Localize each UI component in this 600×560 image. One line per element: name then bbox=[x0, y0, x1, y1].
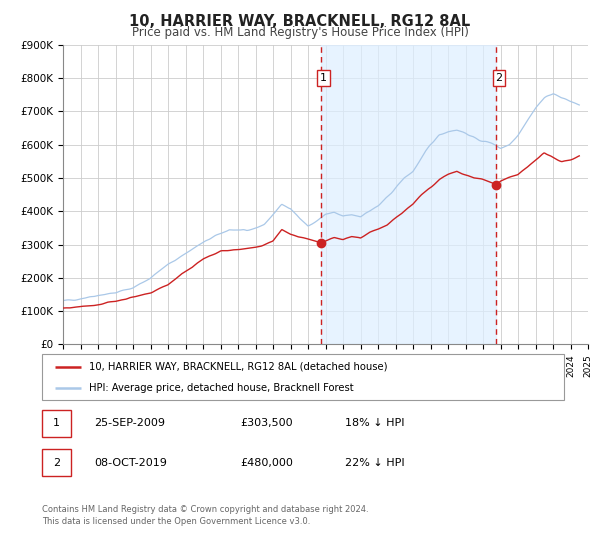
Bar bbox=[42, 449, 71, 476]
Text: HPI: Average price, detached house, Bracknell Forest: HPI: Average price, detached house, Brac… bbox=[89, 383, 353, 393]
Text: 2: 2 bbox=[53, 458, 60, 468]
Text: Contains HM Land Registry data © Crown copyright and database right 2024.
This d: Contains HM Land Registry data © Crown c… bbox=[42, 505, 368, 526]
Bar bbox=[321, 45, 496, 344]
Text: 1: 1 bbox=[320, 73, 327, 83]
Text: £303,500: £303,500 bbox=[241, 418, 293, 428]
Text: 08-OCT-2019: 08-OCT-2019 bbox=[94, 458, 167, 468]
Text: 22% ↓ HPI: 22% ↓ HPI bbox=[345, 458, 404, 468]
Text: 2: 2 bbox=[496, 73, 503, 83]
Text: Price paid vs. HM Land Registry's House Price Index (HPI): Price paid vs. HM Land Registry's House … bbox=[131, 26, 469, 39]
Text: 18% ↓ HPI: 18% ↓ HPI bbox=[345, 418, 404, 428]
Text: 25-SEP-2009: 25-SEP-2009 bbox=[94, 418, 165, 428]
Text: 1: 1 bbox=[53, 418, 60, 428]
Text: £480,000: £480,000 bbox=[241, 458, 293, 468]
Bar bbox=[42, 410, 71, 437]
Text: 10, HARRIER WAY, BRACKNELL, RG12 8AL: 10, HARRIER WAY, BRACKNELL, RG12 8AL bbox=[130, 14, 470, 29]
Text: 10, HARRIER WAY, BRACKNELL, RG12 8AL (detached house): 10, HARRIER WAY, BRACKNELL, RG12 8AL (de… bbox=[89, 362, 388, 372]
